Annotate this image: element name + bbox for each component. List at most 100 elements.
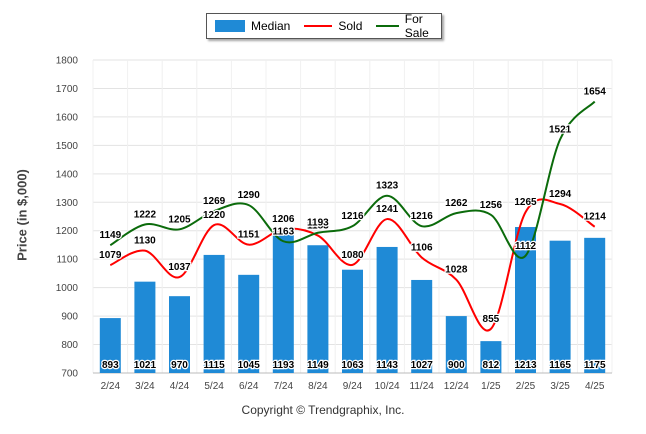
data-label-median: 1063 bbox=[341, 360, 364, 371]
x-tick-label: 4/25 bbox=[585, 381, 605, 392]
x-tick-label: 10/24 bbox=[375, 381, 400, 392]
legend-swatch-for-sale bbox=[376, 25, 399, 27]
data-label-sold: 1130 bbox=[134, 236, 156, 247]
line-sold bbox=[109, 198, 596, 332]
bar-median bbox=[480, 341, 502, 373]
data-label-median: 1165 bbox=[549, 360, 571, 371]
data-label-median: 1193 bbox=[272, 360, 294, 371]
data-label-median: 1115 bbox=[204, 360, 226, 371]
bar-median bbox=[342, 269, 363, 373]
data-label-for-sale: 1112 bbox=[515, 241, 537, 252]
bar-median bbox=[134, 281, 156, 373]
y-axis-label: Price (in $,000) bbox=[14, 169, 30, 261]
data-label-for-sale: 1205 bbox=[168, 214, 191, 225]
data-label-sold: 1294 bbox=[549, 189, 572, 200]
data-label-median: 1045 bbox=[238, 360, 261, 371]
bar-median bbox=[445, 316, 467, 373]
y-tick-label: 700 bbox=[61, 369, 78, 380]
data-label-sold: 1080 bbox=[341, 250, 364, 261]
data-label-sold: 1183 bbox=[307, 221, 329, 232]
x-tick-label: 12/24 bbox=[444, 381, 469, 392]
data-label-for-sale: 1323 bbox=[376, 181, 399, 192]
bar-median bbox=[307, 245, 329, 373]
data-label-median: 1175 bbox=[584, 360, 606, 371]
data-label-sold: 1206 bbox=[272, 214, 295, 225]
bar-median bbox=[99, 318, 121, 373]
data-label-for-sale: 1262 bbox=[445, 198, 468, 209]
bar-median bbox=[169, 296, 190, 373]
data-label-median: 1143 bbox=[376, 360, 398, 371]
x-tick-label: 4/24 bbox=[170, 381, 190, 392]
y-tick-label: 1300 bbox=[56, 198, 79, 209]
data-label-sold: 855 bbox=[483, 314, 500, 325]
legend-item-for-sale: For Sale bbox=[376, 12, 441, 40]
data-label-sold: 1037 bbox=[168, 262, 191, 273]
x-tick-label: 3/24 bbox=[135, 381, 155, 392]
data-label-median: 1149 bbox=[307, 360, 329, 371]
x-tick-label: 7/24 bbox=[274, 381, 294, 392]
data-label-median: 1213 bbox=[514, 360, 537, 371]
chart-legend: Median Sold For Sale bbox=[206, 12, 442, 40]
data-label-sold: 1265 bbox=[514, 197, 537, 208]
line-for-sale bbox=[109, 100, 596, 259]
copyright-text: Copyright © Trendgraphix, Inc. bbox=[241, 403, 405, 417]
x-tick-label: 11/24 bbox=[410, 381, 435, 392]
data-label-for-sale: 1193 bbox=[307, 218, 329, 229]
x-tick-label: 2/25 bbox=[516, 381, 536, 392]
y-tick-label: 1400 bbox=[56, 169, 79, 180]
legend-item-sold: Sold bbox=[304, 19, 362, 33]
data-label-for-sale: 1216 bbox=[341, 211, 364, 222]
data-label-for-sale: 1163 bbox=[272, 226, 294, 237]
x-tick-label: 5/24 bbox=[204, 381, 224, 392]
data-label-for-sale: 1149 bbox=[99, 230, 121, 241]
x-tick-label: 8/24 bbox=[308, 381, 328, 392]
y-tick-label: 1000 bbox=[56, 283, 79, 294]
data-label-median: 893 bbox=[102, 360, 119, 371]
x-tick-label: 3/25 bbox=[550, 381, 570, 392]
data-label-sold: 1220 bbox=[203, 210, 226, 221]
bar-median bbox=[515, 227, 536, 373]
data-label-sold: 1079 bbox=[99, 250, 122, 261]
x-tick-label: 9/24 bbox=[343, 381, 363, 392]
data-label-for-sale: 1222 bbox=[134, 209, 157, 220]
data-label-median: 1027 bbox=[411, 360, 434, 371]
data-label-sold: 1214 bbox=[584, 212, 607, 223]
data-label-sold: 1106 bbox=[411, 242, 433, 253]
data-label-median: 970 bbox=[171, 360, 188, 371]
bar-median bbox=[238, 274, 260, 373]
x-tick-label: 1/25 bbox=[481, 381, 501, 392]
data-label-sold: 1151 bbox=[238, 230, 260, 241]
data-label-for-sale: 1269 bbox=[203, 196, 226, 207]
data-label-sold: 1241 bbox=[376, 204, 399, 215]
y-tick-label: 1200 bbox=[56, 226, 79, 237]
bar-median bbox=[584, 237, 606, 373]
y-tick-label: 1100 bbox=[56, 255, 78, 266]
legend-label-sold: Sold bbox=[338, 19, 363, 33]
data-label-for-sale: 1216 bbox=[411, 211, 434, 222]
data-label-median: 1021 bbox=[134, 360, 157, 371]
bar-median bbox=[272, 232, 294, 373]
y-tick-label: 800 bbox=[61, 340, 78, 351]
y-tick-label: 1500 bbox=[56, 141, 79, 152]
y-tick-label: 1800 bbox=[56, 56, 79, 67]
data-label-for-sale: 1290 bbox=[238, 190, 261, 201]
data-label-for-sale: 1256 bbox=[480, 200, 503, 211]
legend-swatch-sold bbox=[304, 25, 333, 27]
x-tick-label: 2/24 bbox=[101, 381, 121, 392]
data-label-for-sale: 1654 bbox=[584, 87, 607, 98]
legend-label-median: Median bbox=[251, 19, 291, 33]
legend-item-median: Median bbox=[215, 19, 290, 33]
data-label-median: 812 bbox=[483, 360, 500, 371]
data-label-sold: 1028 bbox=[445, 265, 468, 276]
data-label-for-sale: 1521 bbox=[549, 124, 572, 135]
bar-median bbox=[411, 279, 433, 373]
legend-label-for-sale: For Sale bbox=[404, 12, 429, 40]
x-tick-label: 6/24 bbox=[239, 381, 259, 392]
legend-swatch-median bbox=[215, 20, 245, 32]
bar-median bbox=[376, 246, 398, 373]
bar-median bbox=[203, 254, 225, 373]
y-tick-label: 1700 bbox=[56, 84, 79, 95]
data-label-median: 900 bbox=[448, 360, 465, 371]
bar-median bbox=[549, 240, 571, 373]
